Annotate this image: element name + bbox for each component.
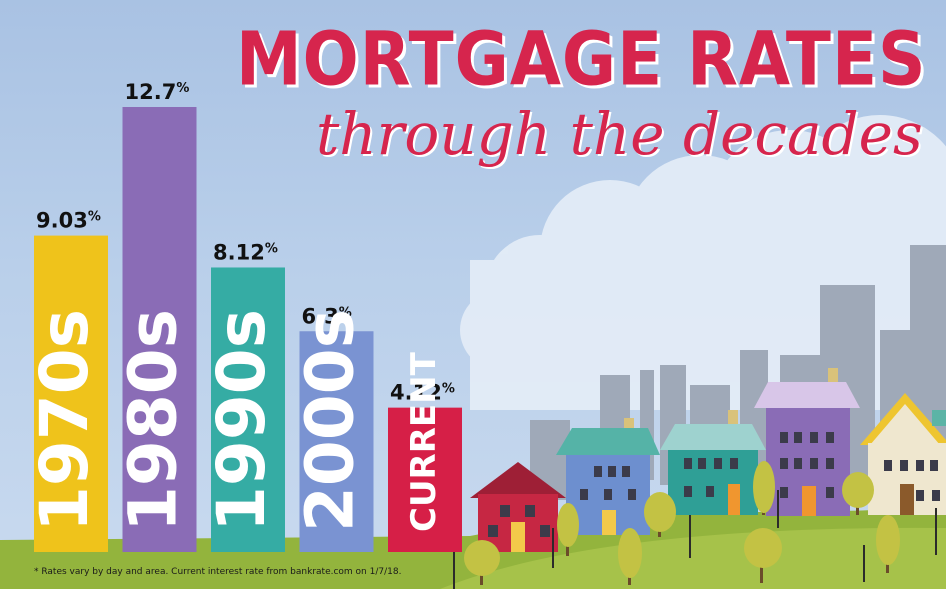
house-red: [470, 462, 566, 552]
value-label: 4.12%: [390, 381, 455, 405]
street-lamps: [453, 490, 937, 589]
grass-front: [440, 527, 946, 589]
value-label: 9.03%: [36, 209, 101, 233]
value-label: 8.12%: [213, 240, 278, 264]
house-cream: [860, 393, 946, 515]
category-label: 1980s: [115, 309, 192, 532]
category-label: 1990s: [203, 309, 280, 532]
footnote: * Rates vary by day and area. Current in…: [34, 567, 402, 577]
house-purple: [754, 368, 860, 516]
category-label: 2000s: [292, 309, 369, 532]
page-subtitle: through the decades: [316, 100, 923, 168]
bar-1980s: [122, 107, 197, 552]
value-label: 12.7%: [125, 80, 190, 104]
category-label: 1970s: [26, 309, 103, 532]
house-blue: [556, 418, 660, 535]
house-teal: [660, 410, 766, 515]
category-label: CURRENT: [404, 351, 444, 532]
bar-2000s: [299, 331, 374, 552]
bar-current: [388, 407, 462, 552]
bar-1970s: [34, 235, 108, 552]
bar-1990s: [211, 267, 285, 552]
page-title: MORTGAGE RATES: [236, 16, 927, 103]
trees: [464, 461, 900, 585]
